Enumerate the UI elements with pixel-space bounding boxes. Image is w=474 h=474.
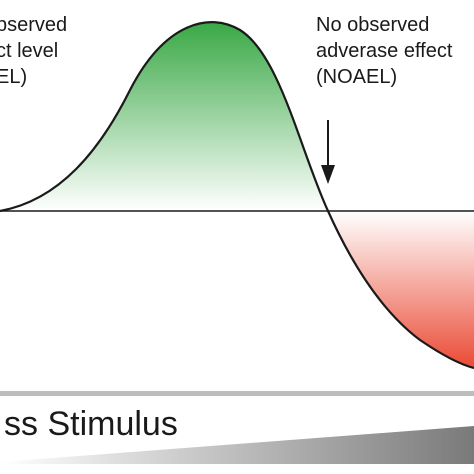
harm-region [328, 211, 474, 368]
axis-bar [0, 391, 474, 396]
stimulus-wedge [0, 426, 474, 464]
down-arrow-icon [321, 120, 335, 184]
noael-label-line-1: No observed [316, 14, 430, 36]
noael-label: No observed adverase effect (NOAEL) [316, 12, 452, 90]
response-curve [0, 21, 474, 370]
noael-label-line-2: adverase effect [316, 40, 453, 62]
loael-label-line-3: EL) [0, 66, 28, 88]
axis-title: ss Stimulus [4, 405, 178, 443]
loael-label-line-2: ct level [0, 40, 59, 62]
loael-label: bserved ct level EL) [0, 12, 67, 90]
loael-label-line-1: bserved [0, 14, 68, 36]
noael-label-line-3: (NOAEL) [316, 66, 398, 88]
